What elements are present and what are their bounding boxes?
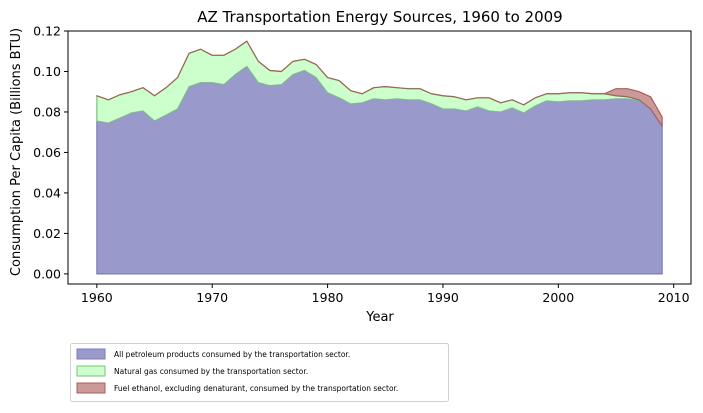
legend-box — [70, 343, 449, 402]
legend-swatch-1 — [76, 365, 106, 377]
x-tick-label: 1960 — [81, 290, 113, 305]
x-tick-label: 2010 — [658, 290, 690, 305]
x-tick-label: 1970 — [196, 290, 228, 305]
legend-entry-0: All petroleum products consumed by the t… — [114, 350, 350, 359]
legend: All petroleum products consumed by the t… — [70, 343, 449, 402]
y-tick-label: 0.08 — [33, 104, 61, 119]
y-tick-label: 0.04 — [33, 185, 61, 200]
y-tick-label: 0.12 — [33, 24, 61, 39]
x-axis-label: Year — [365, 310, 394, 325]
y-axis-label: Consumption Per Capita (Billions BTU) — [9, 28, 24, 276]
y-tick-label: 0.02 — [33, 226, 61, 241]
legend-swatch-2 — [76, 382, 106, 394]
series-area-2 — [96, 40, 663, 127]
x-tick-label: 1990 — [427, 290, 459, 305]
y-tick-label: 0.00 — [33, 266, 61, 281]
y-tick-label: 0.06 — [33, 145, 61, 160]
plot-frame — [67, 30, 692, 285]
axes: 1960 1970 1980 1990 2000 2010 0.00 0.02 0.04 0.06… — [33, 24, 692, 305]
chart-title: AZ Transportation Energy Sources, 1960 t… — [197, 8, 562, 26]
y-tick-label: 0.10 — [33, 64, 61, 79]
legend-entry-2: Fuel ethanol, excluding denaturant, cons… — [114, 384, 398, 393]
legend-entry-1: Natural gas consumed by the transportati… — [114, 367, 308, 376]
x-tick-label: 1980 — [312, 290, 344, 305]
x-tick-label: 2000 — [542, 290, 574, 305]
plot-area — [96, 40, 663, 275]
legend-swatch-0 — [76, 348, 106, 360]
